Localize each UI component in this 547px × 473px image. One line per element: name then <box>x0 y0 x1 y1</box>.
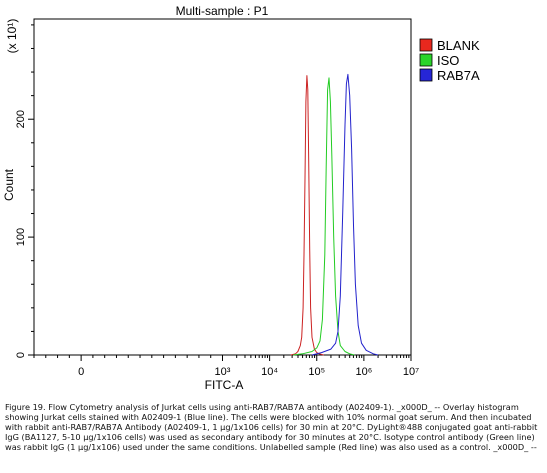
legend-label-iso: ISO <box>437 53 459 68</box>
y-tick-label: 0 <box>15 352 27 358</box>
histogram-series <box>290 73 379 356</box>
x-axis-label: FITC-A <box>205 378 244 392</box>
chart-title: Multi-sample : P1 <box>176 4 269 18</box>
x-axis-ticks: 0 10³ 10⁴ 10⁵ 10⁶ 10⁷ <box>33 355 419 378</box>
x-tick-label: 10³ <box>215 366 231 378</box>
series-line-iso <box>293 77 355 356</box>
legend-label-rab7a: RAB7A <box>437 68 480 83</box>
series-line-rab7a <box>311 73 379 356</box>
x-tick-label: 0 <box>78 366 84 378</box>
y-tick-label: 200 <box>15 110 27 128</box>
figure-caption: Figure 19. Flow Cytometry analysis of Ju… <box>5 402 538 452</box>
y-axis-multiplier: (x 10¹) <box>5 19 19 54</box>
legend-swatch-rab7a <box>419 68 433 82</box>
x-tick-label: 10⁷ <box>403 366 419 378</box>
flow-cytometry-histogram: Multi-sample : P1 (x 10¹) Count FITC-A 0… <box>2 4 480 392</box>
legend-swatch-iso <box>419 53 433 67</box>
legend-label-blank: BLANK <box>437 38 480 53</box>
y-axis-ticks: 0 100 200 <box>15 24 34 358</box>
plot-frame <box>33 18 412 356</box>
series-line-blank <box>290 75 324 356</box>
y-tick-label: 100 <box>15 228 27 246</box>
x-tick-label: 10⁶ <box>355 366 372 378</box>
legend-swatch-blank <box>419 38 433 52</box>
y-axis-label: Count <box>2 168 16 201</box>
x-tick-label: 10⁵ <box>308 366 325 378</box>
x-tick-label: 10⁴ <box>261 366 278 378</box>
